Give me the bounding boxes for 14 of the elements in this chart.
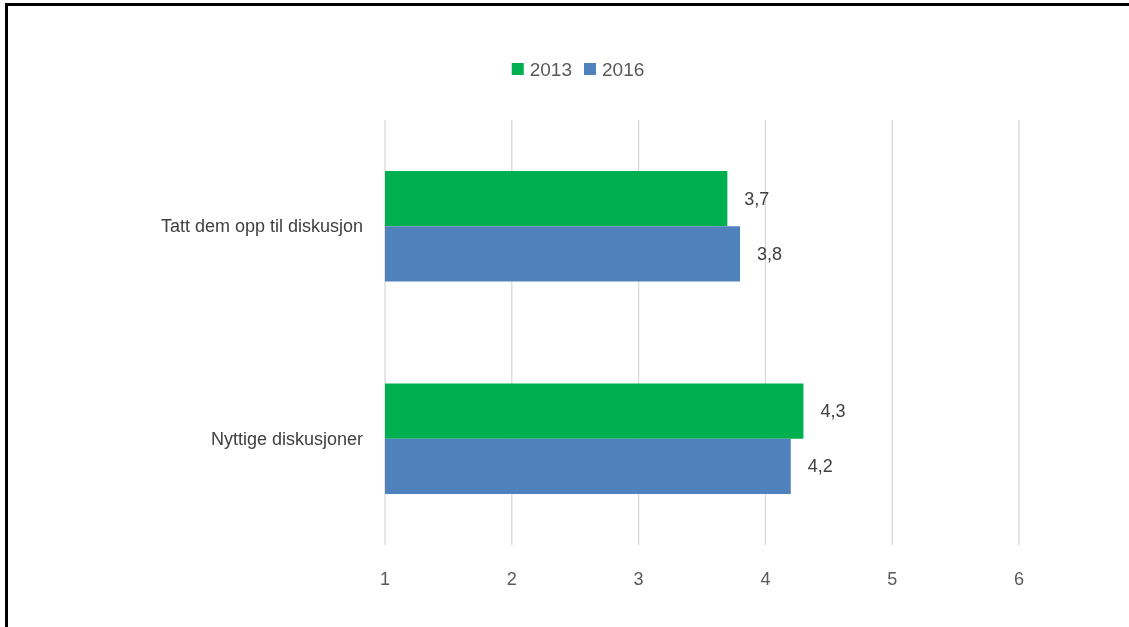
x-tick-label: 5: [887, 569, 898, 589]
data-label: 4,3: [820, 401, 846, 422]
data-label: 3,7: [744, 188, 770, 209]
y-tick-label: Nyttige diskusjoner: [210, 428, 363, 449]
legend-label: 2016: [602, 58, 645, 80]
x-tick-label: 6: [1013, 569, 1025, 589]
x-tick-label: 3: [633, 569, 644, 589]
y-tick-label: Tatt dem opp til diskusjon: [160, 216, 363, 237]
x-tick-label: 4: [760, 569, 771, 589]
legend-label: 2013: [529, 58, 573, 80]
data-label: 4,2: [807, 456, 833, 477]
x-tick-label: 1: [379, 569, 391, 589]
data-label: 3,8: [757, 243, 783, 264]
x-tick-label: 2: [506, 569, 517, 589]
